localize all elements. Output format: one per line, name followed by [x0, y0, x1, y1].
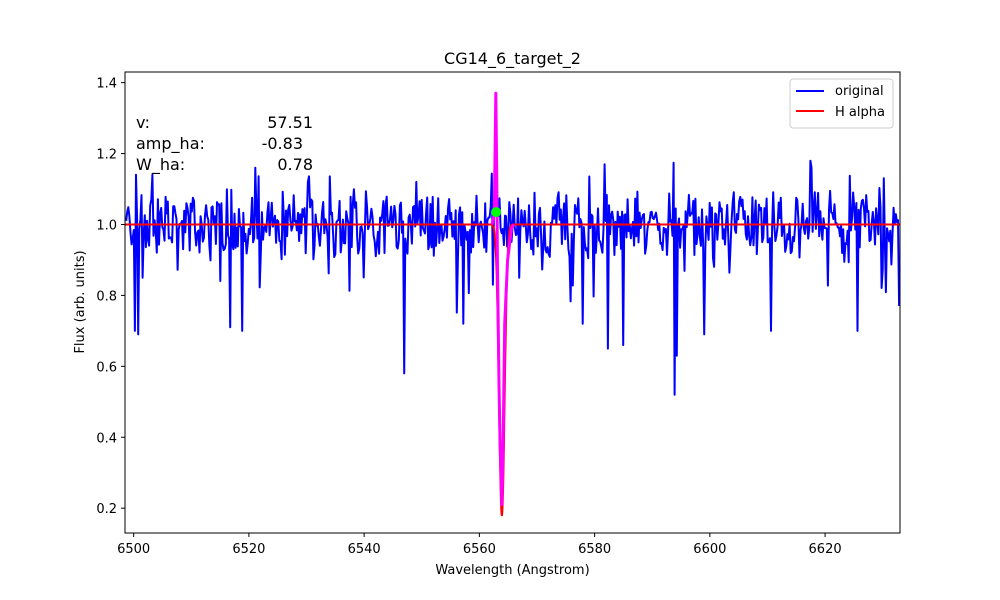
annotation-amp-label: amp_ha:: [136, 134, 205, 154]
chart-title: CG14_6_target_2: [444, 49, 581, 69]
annotation-w-value: 0.78: [277, 155, 313, 174]
y-tick-label: 0.4: [96, 431, 117, 446]
y-axis-label: Flux (arb. units): [73, 250, 88, 353]
legend-label-halpha: H alpha: [835, 105, 885, 120]
centroid-marker: [491, 207, 502, 218]
x-tick-label: 6540: [348, 542, 381, 557]
y-tick-label: 1.0: [96, 218, 117, 233]
legend-label-original: original: [835, 84, 884, 99]
y-tick-label: 1.4: [96, 77, 117, 92]
fit-annotations: v: 57.51 amp_ha: -0.83 W_ha: 0.78: [136, 113, 313, 175]
x-tick-label: 6600: [693, 542, 726, 557]
annotation-v-label: v:: [136, 113, 150, 132]
series-original-line: [125, 159, 900, 396]
legend: original H alpha: [789, 78, 894, 129]
y-tick-label: 1.2: [96, 148, 117, 163]
x-tick-label: 6580: [578, 542, 611, 557]
annotation-v-value: 57.51: [267, 113, 313, 132]
halpha-region-line: [490, 91, 516, 507]
x-axis-label: Wavelength (Angstrom): [435, 563, 589, 578]
y-tick-label: 0.6: [96, 360, 117, 375]
annotation-w-label: W_ha:: [136, 155, 185, 175]
x-tick-label: 6560: [463, 542, 496, 557]
annotation-amp-value: -0.83: [262, 134, 303, 153]
x-tick-label: 6520: [232, 542, 265, 557]
x-tick-label: 6500: [117, 542, 150, 557]
x-tick-label: 6620: [809, 542, 842, 557]
axis-ticks: 6500 6520 6540 6560 6580 6600 6620 0.2 0.4 0.6 0.8…: [96, 77, 841, 557]
y-tick-label: 0.2: [96, 502, 117, 517]
series-layer: [125, 91, 900, 517]
plot-frame: [124, 71, 901, 534]
y-tick-label: 0.8: [96, 289, 117, 304]
